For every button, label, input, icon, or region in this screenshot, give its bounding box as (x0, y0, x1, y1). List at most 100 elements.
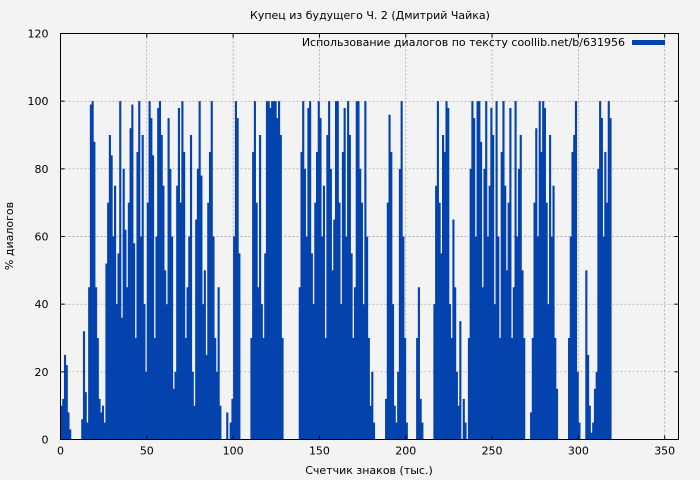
bar (348, 135, 351, 440)
bar (231, 398, 234, 440)
bar (238, 253, 241, 440)
bar (148, 101, 151, 440)
bar (202, 304, 205, 440)
x-tick-label: 100 (223, 445, 244, 458)
bar (219, 405, 222, 440)
bar (84, 392, 87, 440)
bar (267, 101, 270, 440)
legend: Использование диалогов по тексту coollib… (302, 36, 665, 49)
bar (568, 338, 571, 440)
bar (357, 101, 360, 440)
bar (331, 270, 334, 440)
bar (478, 101, 481, 440)
bar (402, 236, 405, 440)
bar (604, 151, 607, 440)
bar (215, 371, 218, 440)
bar (93, 141, 96, 440)
chart-title: Купец из будущего Ч. 2 (Дмитрий Чайка) (250, 9, 490, 22)
bar (549, 135, 552, 440)
y-tick-label: 40 (35, 298, 49, 311)
bar (552, 185, 555, 440)
bar (593, 388, 597, 440)
bar (259, 135, 262, 440)
y-tick-label: 100 (28, 95, 49, 108)
bar (585, 270, 588, 440)
bar (138, 101, 141, 440)
bar (359, 168, 362, 440)
bar (334, 101, 338, 440)
bar (400, 101, 403, 440)
bar (476, 101, 479, 440)
bar (350, 253, 353, 440)
bar (134, 338, 137, 440)
bar (505, 270, 509, 440)
bar (467, 338, 471, 440)
bar (490, 107, 493, 440)
bar (605, 202, 609, 440)
bar (592, 422, 595, 440)
bar (464, 422, 467, 440)
bar (233, 236, 236, 440)
bar (141, 135, 144, 440)
bar (177, 107, 181, 440)
bar (364, 101, 367, 440)
bar (590, 432, 593, 440)
bar (67, 412, 70, 440)
bar (366, 236, 369, 440)
bar (445, 101, 448, 440)
bar (486, 236, 490, 440)
y-tick-label: 20 (35, 366, 49, 379)
bar (302, 101, 305, 440)
bar (352, 338, 355, 440)
bar (150, 118, 153, 440)
bar (305, 236, 308, 440)
bar (146, 202, 149, 440)
bar (587, 354, 590, 440)
bar (108, 135, 111, 440)
bar (388, 114, 391, 440)
bar (176, 185, 179, 440)
bar (455, 371, 458, 440)
bar (172, 388, 175, 440)
bar (516, 236, 519, 440)
bar (338, 202, 341, 440)
bar (574, 101, 578, 440)
bar (276, 118, 279, 440)
bar (530, 412, 533, 440)
bar (440, 253, 443, 440)
bar (550, 236, 553, 440)
bar (457, 405, 460, 440)
bar (122, 168, 125, 440)
bar (236, 118, 239, 440)
x-tick-label: 200 (395, 445, 416, 458)
bar (602, 236, 605, 440)
x-tick-label: 50 (140, 445, 154, 458)
bar (454, 287, 457, 440)
y-axis-label: % диалогов (3, 202, 16, 270)
bar (181, 101, 184, 440)
bar (442, 135, 445, 440)
bar (279, 135, 282, 440)
bar (385, 398, 388, 440)
bar (198, 101, 201, 440)
bar (435, 185, 438, 440)
bar (397, 371, 400, 440)
bar (328, 101, 331, 440)
bar (196, 168, 200, 440)
bar (353, 287, 357, 440)
bar (158, 101, 162, 440)
bar (126, 287, 129, 440)
x-tick-label: 350 (654, 445, 675, 458)
bar (310, 253, 313, 440)
y-tick-label: 60 (35, 231, 49, 244)
bar (82, 331, 86, 440)
bar (265, 101, 269, 440)
bar (145, 371, 148, 440)
bar (117, 253, 120, 440)
bar (473, 118, 476, 440)
bar (322, 185, 326, 440)
bar (81, 419, 84, 440)
bar (362, 304, 365, 440)
bar (404, 338, 407, 440)
bar (367, 338, 370, 440)
